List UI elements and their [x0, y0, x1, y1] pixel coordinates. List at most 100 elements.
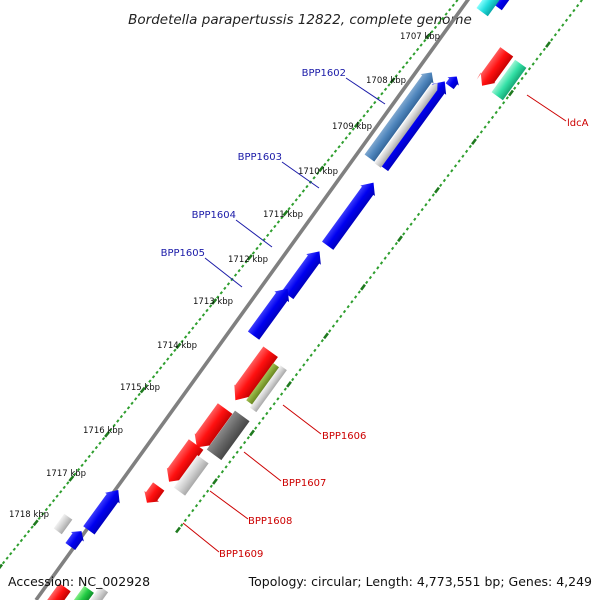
reverse-track-tick [501, 101, 506, 105]
ruler-tick [101, 436, 106, 441]
reverse-track-tick [379, 261, 384, 265]
gene-arrow-bpp1601-top[interactable] [491, 0, 524, 12]
ruler-tick [19, 538, 24, 543]
gene-label-ldca[interactable]: ldcA [567, 118, 589, 129]
reverse-track-tick [254, 426, 258, 430]
ruler-tick [216, 295, 220, 299]
gene-arrow-bpp1609[interactable] [140, 481, 166, 508]
ruler-tick [94, 445, 98, 450]
gene-arrow-left-gray[interactable] [53, 513, 73, 535]
reverse-track-tick [387, 251, 391, 255]
gene-label-bpp1607[interactable]: BPP1607 [282, 478, 326, 489]
gene-arrow-bpp1608[interactable] [161, 439, 204, 488]
gene-label-bpp1609[interactable]: BPP1609 [219, 549, 263, 560]
ruler-labels: 1707 kbp 1708 kbp 1709 kbp 1710 kbp 1711… [9, 32, 440, 520]
ruler-label: 1718 kbp [9, 510, 49, 520]
gene-arrow-bpp1608-homolog[interactable] [173, 455, 209, 496]
ruler-tick [41, 512, 45, 516]
ruler-tick [258, 242, 263, 246]
ruler-tick [183, 335, 188, 339]
reverse-track-tick [483, 125, 487, 129]
gene-label-bpp1604[interactable]: BPP1604 [192, 210, 236, 221]
gene-arrow-left-1[interactable] [82, 485, 126, 536]
gene-arrow-bpp1605[interactable] [246, 283, 295, 341]
gene-label-bpp1608[interactable]: BPP1608 [248, 516, 292, 527]
reverse-track-tick [508, 89, 514, 97]
ruler-tick [326, 158, 330, 162]
reverse-track-tick [431, 193, 435, 197]
reverse-track-tick [394, 241, 398, 246]
gene-arrow-left-2[interactable] [64, 526, 88, 551]
ruler-tick [276, 220, 281, 224]
ruler-tick [241, 264, 245, 268]
gene-label-bpp1605[interactable]: BPP1605 [161, 248, 205, 259]
gene-arrow-bottom-red[interactable] [46, 583, 71, 600]
gene-arrow-bpp1604[interactable] [280, 246, 326, 300]
reverse-track-tick [372, 271, 376, 275]
ruler-label: 1717 kbp [46, 469, 86, 479]
gene-arrow-bpp1606[interactable] [227, 346, 278, 406]
gene-arrow-bpp1602-homolog[interactable] [363, 68, 438, 163]
ruler-tick [244, 260, 248, 264]
ruler-tick [369, 105, 373, 109]
gene-label-bpp1606[interactable]: BPP1606 [322, 431, 366, 442]
reverse-track-tick [376, 266, 380, 270]
ruler-tick [344, 136, 348, 140]
ruler-tick [134, 397, 138, 401]
reverse-track-tick [464, 149, 469, 154]
ruler-tick [269, 229, 273, 233]
reverse-track-tick [257, 421, 262, 425]
reverse-track-tick [268, 406, 273, 411]
gene-arrow-bpp1606-homolog-olive[interactable] [246, 363, 282, 407]
ruler-tick [166, 357, 170, 361]
gene-arrow-bpp1607[interactable] [189, 403, 233, 454]
ruler-tick [23, 534, 27, 538]
reverse-track-tick [468, 144, 472, 149]
ruler-tick [55, 494, 59, 498]
accession-text: Accession: NC_002928 [8, 574, 150, 589]
ruler-tick [139, 386, 146, 394]
ruler-tick [444, 12, 448, 16]
genome-summary-text: Topology: circular; Length: 4,773,551 bp… [248, 574, 592, 589]
reverse-track-tick [575, 4, 580, 8]
ruler-tick [5, 556, 9, 560]
gene-arrow-bpp1607-homolog[interactable] [206, 410, 250, 461]
ruler-ticks [0, 0, 459, 570]
reverse-track-tick [420, 207, 424, 212]
reverse-track-tick [545, 41, 551, 48]
ruler-tick [451, 3, 455, 8]
reverse-track-tick [357, 290, 361, 294]
gene-label-bpp1602[interactable]: BPP1602 [302, 68, 346, 79]
reverse-track-tick [335, 319, 339, 323]
reverse-track-tick [294, 372, 299, 377]
gene-arrow-ldca-homolog[interactable] [491, 59, 527, 101]
gene-arrow-bpp1602-head[interactable] [444, 72, 462, 90]
ruler-tick [123, 410, 127, 414]
ruler-tick [194, 321, 198, 326]
gene-arrow-reverse-top[interactable] [476, 0, 501, 17]
gene-label-bpp1603[interactable]: BPP1603 [238, 152, 282, 163]
ruler-tick [187, 330, 191, 335]
reverse-track-tick [579, 0, 583, 3]
ruler-tick [109, 428, 113, 432]
ruler-label: 1711 kbp [263, 210, 303, 220]
gene-arrow-bottom-green[interactable] [71, 585, 94, 600]
gene-arrow-ldca[interactable] [475, 47, 514, 92]
gene-arrow-bottom-gray[interactable] [87, 586, 109, 600]
gene-arrow-bpp1602-gray[interactable] [374, 81, 440, 168]
reverse-track-tick [339, 314, 343, 319]
reverse-track-tick [265, 411, 269, 416]
gene-arrow-bpp1603[interactable] [320, 177, 380, 251]
ruler-tick [12, 547, 16, 552]
ruler-tick [51, 498, 56, 503]
ruler-tick [0, 563, 4, 570]
reverse-track-tick [498, 105, 502, 110]
ruler-tick [305, 184, 309, 189]
reverse-track-tick [316, 343, 321, 348]
reverse-track-tick [461, 154, 465, 158]
ruler-tick [173, 348, 177, 353]
ruler-tick [408, 56, 413, 61]
gene-arrow-bpp1606-homolog-gray[interactable] [249, 365, 287, 413]
reverse-track-tick [305, 358, 310, 362]
